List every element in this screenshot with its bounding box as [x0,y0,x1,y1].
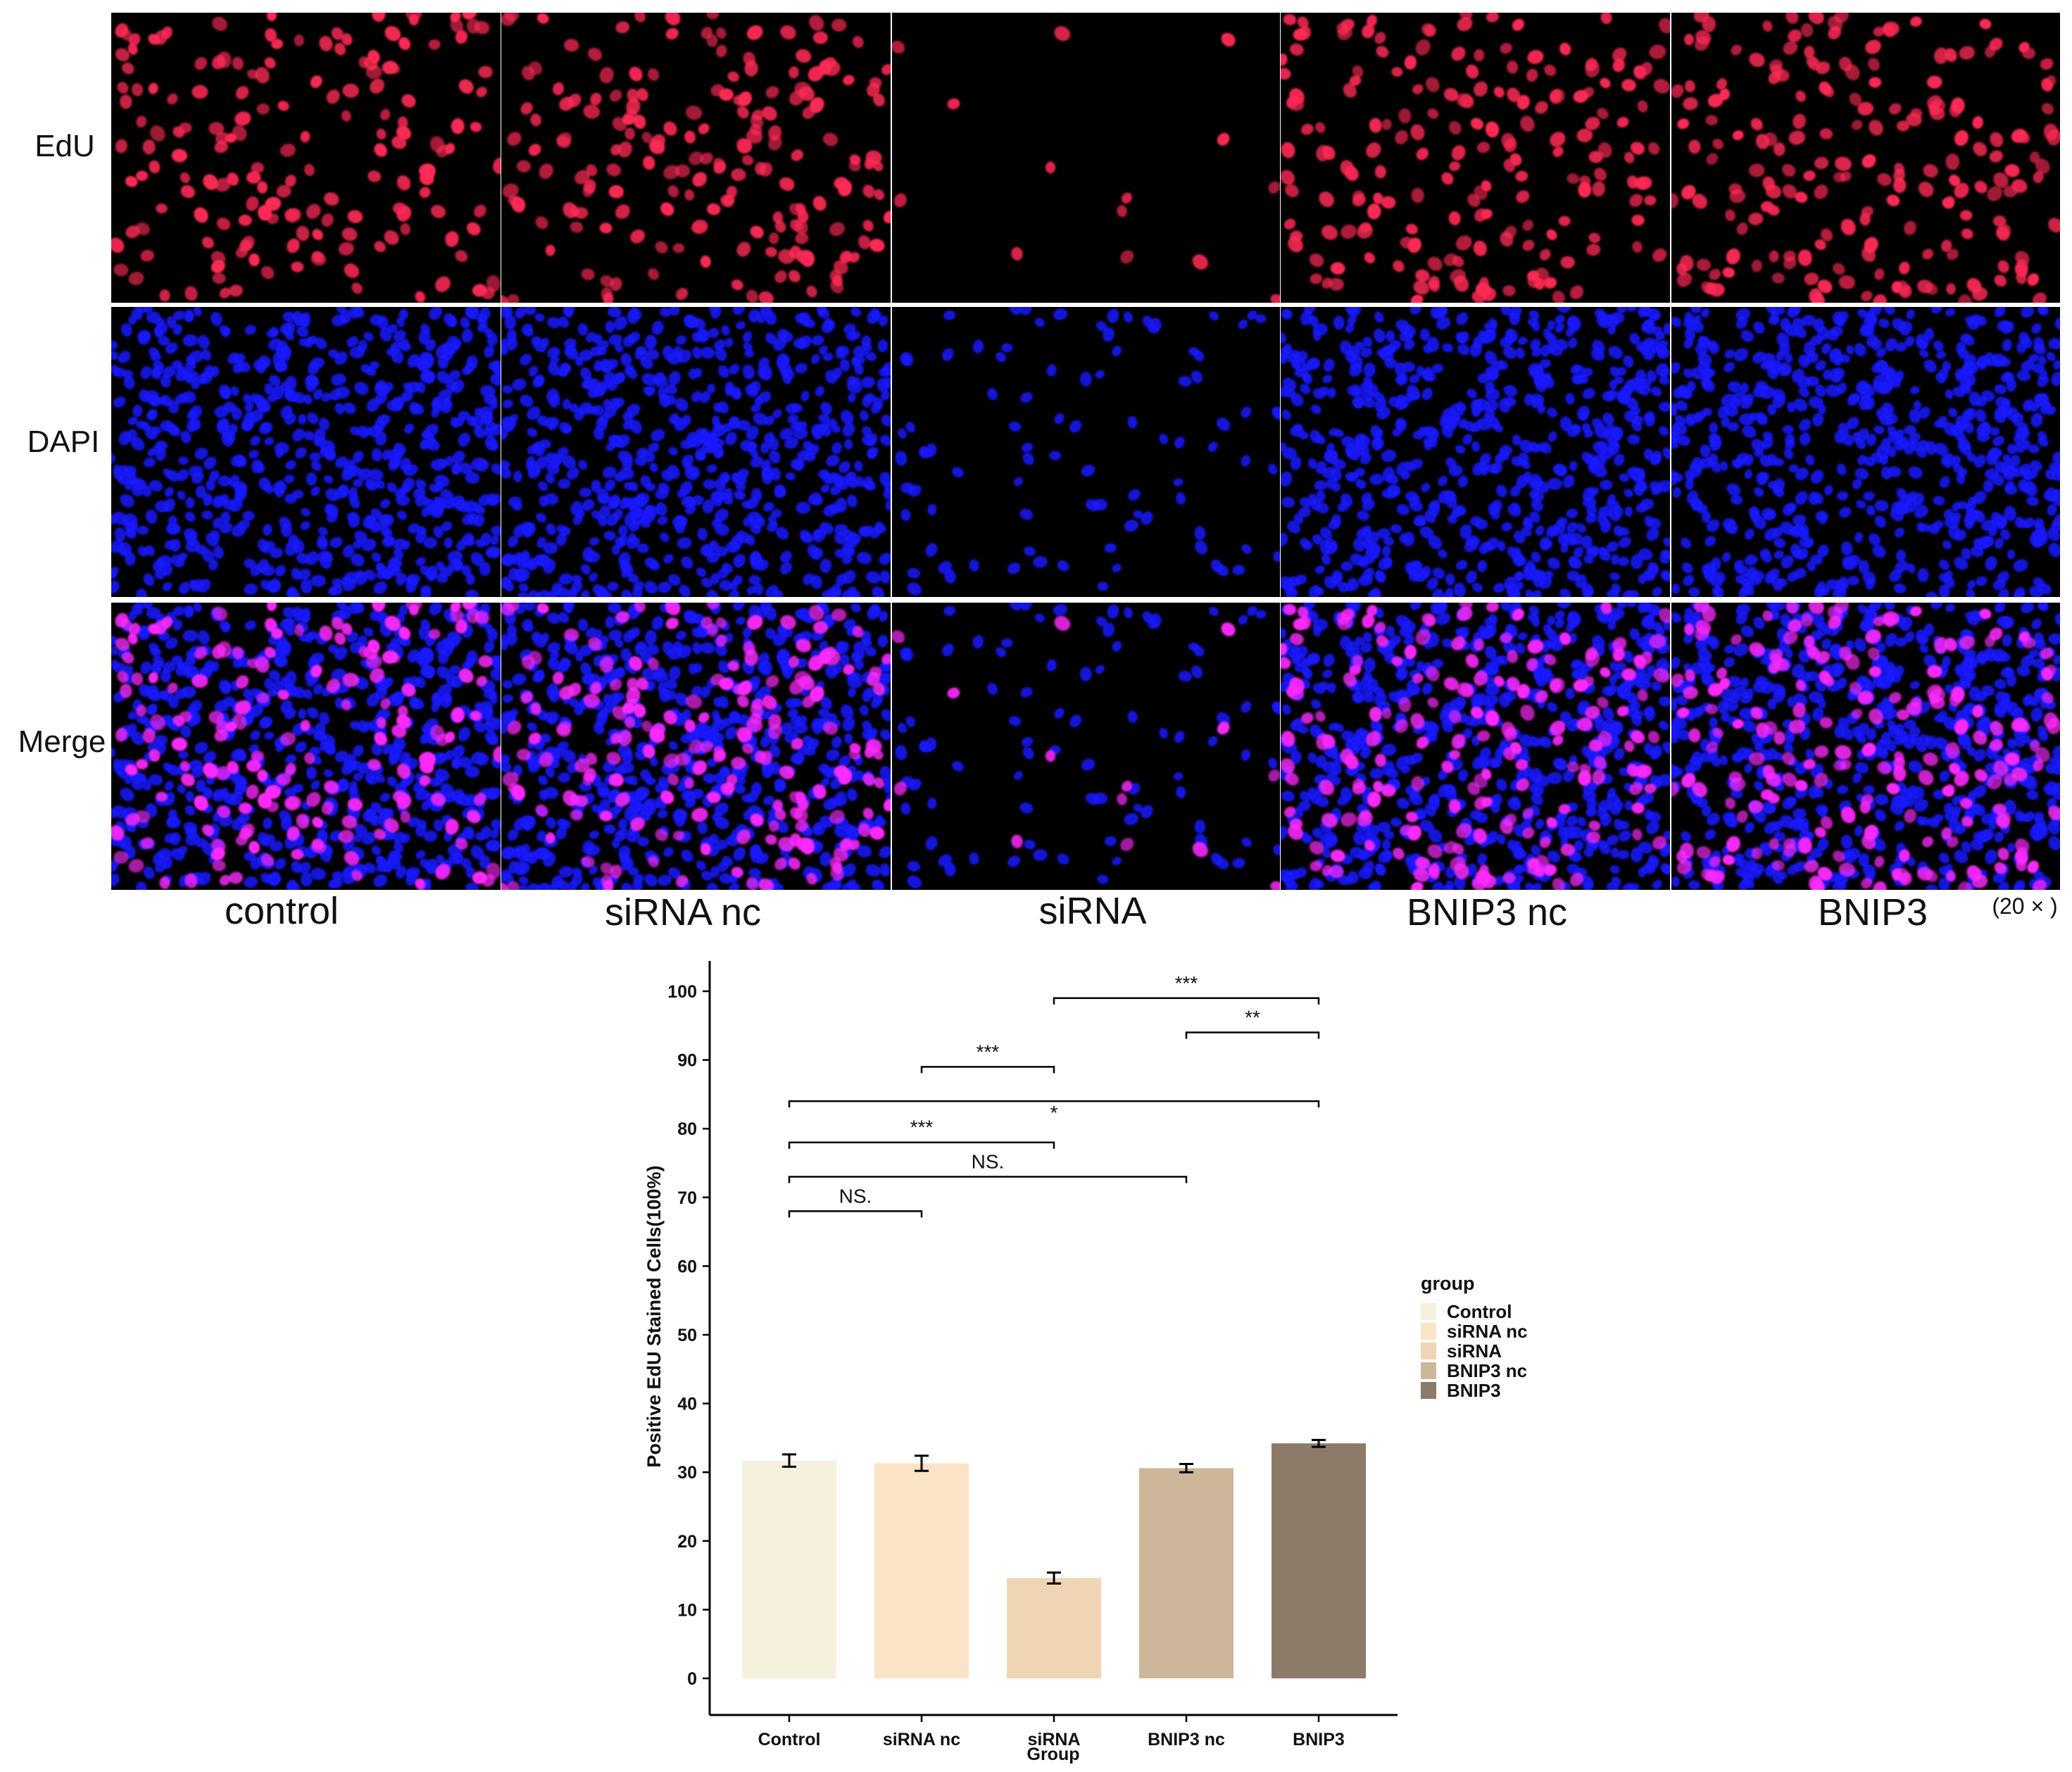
micrograph-merge-sirna [892,603,1280,890]
y-tick-label: 20 [677,1532,697,1552]
magnification-label: (20 × ) [1992,893,2057,919]
micrograph-dapi-bnip3 [1671,307,2060,597]
y-axis-title: Positive EdU Stained Cells(100%) [643,1165,665,1467]
x-tick-label: BNIP3 [1293,1730,1345,1749]
legend-item-bnip3: BNIP3 [1421,1380,1501,1401]
legend-swatch [1421,1323,1436,1340]
legend-label: BNIP3 [1447,1380,1501,1401]
micrograph-merge-bnip3-nc [1281,603,1670,890]
y-tick-label: 60 [677,1257,697,1276]
micrograph-dapi-control [111,307,501,597]
significance-label: *** [1175,972,1198,994]
significance-label: ** [1245,1007,1260,1029]
significance-bracket: *** [920,1041,1055,1074]
significance-label: NS. [972,1151,1005,1173]
x-tick-label: Control [758,1730,821,1749]
legend-item-control: Control [1421,1301,1512,1322]
y-tick-label: 10 [677,1600,697,1620]
x-axis-title: Group [1027,1745,1080,1764]
x-tick-label: siRNA nc [883,1730,960,1749]
significance-label: * [1050,1102,1058,1124]
micrograph-dapi-sirna [892,307,1280,597]
error-bar-sirna [1047,1571,1061,1585]
row-label-dapi: DAPI [27,425,100,459]
micrograph-edu-bnip3-nc [1281,13,1670,303]
legend-item-sirna: siRNA [1421,1340,1502,1362]
column-label-sirna: siRNA [1038,890,1146,932]
legend-item-sirna-nc: siRNA nc [1421,1321,1528,1342]
y-tick-label: 90 [677,1051,697,1071]
significance-bracket: * [788,1100,1320,1124]
legend-label: siRNA nc [1447,1321,1528,1342]
legend-swatch [1421,1362,1436,1379]
bar-control [742,1460,836,1678]
significance-bracket: *** [1053,972,1320,1005]
y-tick-label: 80 [677,1119,697,1139]
error-bar-sirna-nc [915,1454,929,1472]
bar-bnip3 [1272,1443,1366,1678]
row-label-edu: EdU [34,129,95,163]
micrograph-edu-control [111,13,501,303]
legend-label: BNIP3 nc [1447,1360,1527,1381]
legend-title: group [1421,1273,1474,1294]
micrograph-merge-sirna-nc [501,603,891,890]
significance-bracket: *** [788,1117,1055,1149]
y-tick-label: 100 [667,982,697,1002]
significance-label: *** [977,1041,1000,1062]
column-label-control: control [225,890,339,932]
y-tick-label: 70 [677,1188,697,1208]
micrograph-grid: EdU DAPI Merge control siRNA nc siRNA BN… [18,13,2060,934]
significance-label: NS. [839,1185,872,1207]
significance-bracket: ** [1185,1007,1320,1039]
column-label-sirna-nc: siRNA nc [605,891,761,934]
micrograph-merge-bnip3 [1671,603,2060,890]
legend-item-bnip3-nc: BNIP3 nc [1421,1360,1527,1381]
y-tick-label: 50 [677,1326,697,1345]
y-tick-label: 40 [677,1395,697,1414]
micrograph-edu-sirna-nc [501,13,891,303]
micrograph-dapi-sirna-nc [501,307,891,597]
x-tick-label: siRNA [1027,1730,1080,1749]
legend-label: siRNA [1447,1340,1502,1362]
column-label-bnip3-nc: BNIP3 nc [1407,891,1567,934]
micrograph-edu-bnip3 [1671,13,2060,303]
error-bar-bnip3 [1312,1438,1326,1448]
y-tick-label: 30 [677,1463,697,1483]
column-label-bnip3: BNIP3 [1818,891,1928,934]
bar-bnip3-nc [1139,1468,1233,1678]
error-bar-bnip3-nc [1179,1462,1193,1473]
legend-label: Control [1447,1301,1512,1322]
legend-swatch [1421,1343,1436,1359]
row-label-merge: Merge [18,724,106,759]
significance-label: *** [910,1117,934,1138]
significance-bracket: NS. [788,1151,1188,1183]
error-bar-control [782,1453,796,1468]
x-tick-label: BNIP3 nc [1148,1730,1225,1749]
micrograph-dapi-bnip3-nc [1281,307,1670,597]
micrograph-edu-sirna [892,13,1280,303]
bar-sirna-nc [874,1463,969,1678]
micrograph-merge-control [111,603,501,890]
bar-sirna [1007,1578,1101,1678]
legend-swatch [1421,1382,1436,1399]
y-tick-label: 0 [687,1669,697,1689]
significance-bracket: NS. [788,1185,923,1218]
legend-swatch [1421,1303,1436,1320]
